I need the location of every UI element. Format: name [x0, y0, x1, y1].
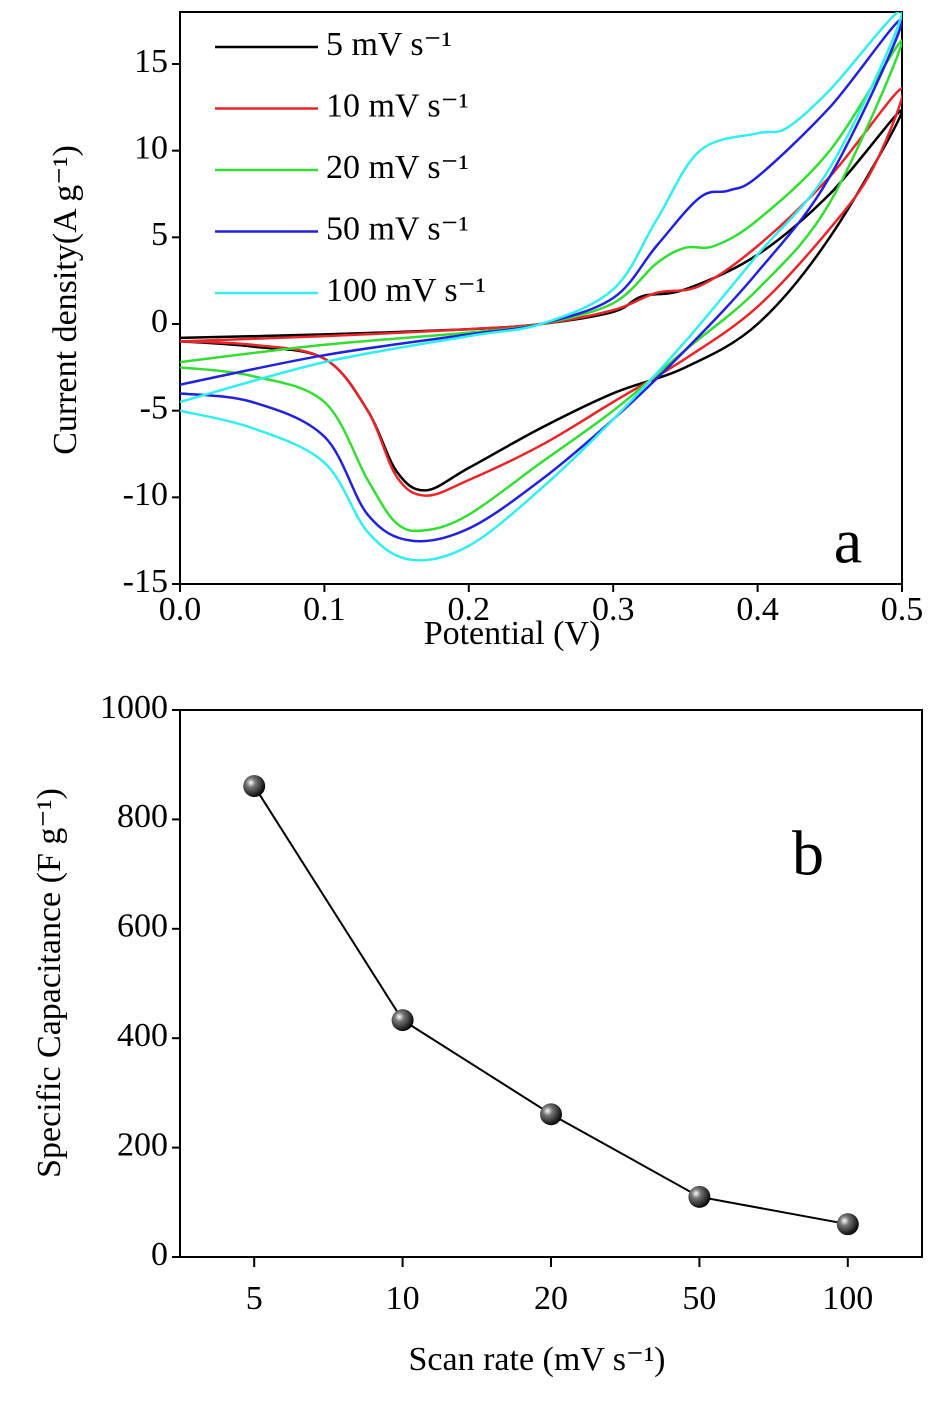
legend-label: 100 mV s⁻¹	[326, 272, 486, 309]
data-point	[688, 1185, 711, 1208]
plot-frame	[179, 11, 903, 585]
y-tick-label: 10	[134, 129, 168, 166]
data-point	[836, 1213, 859, 1236]
x-axis-label: Potential (V)	[424, 615, 601, 652]
legend-label: 5 mV s⁻¹	[326, 26, 452, 63]
y-tick-label: 0	[151, 1236, 168, 1273]
y-tick-label: 800	[117, 798, 168, 835]
x-tick-label: 50	[682, 1280, 716, 1317]
x-tick-label: 20	[534, 1280, 568, 1317]
x-tick-label: 0.3	[592, 591, 635, 628]
data-point	[243, 775, 266, 798]
legend-label: 10 mV s⁻¹	[326, 87, 469, 124]
y-tick-label: -10	[123, 476, 168, 513]
x-tick-label: 0.1	[303, 591, 346, 628]
y-tick-label: 5	[151, 216, 168, 253]
data-point	[391, 1009, 414, 1032]
x-tick-label: 0.4	[736, 591, 779, 628]
y-axis-label: Current density(A g⁻¹)	[47, 145, 84, 455]
x-tick-label: 0.2	[448, 591, 491, 628]
y-tick-label: -5	[140, 389, 168, 426]
plot-frame	[179, 709, 923, 1258]
x-tick-label: 0.0	[159, 591, 202, 628]
x-tick-label: 100	[822, 1280, 873, 1317]
y-tick-label: 15	[134, 43, 168, 80]
legend-label: 20 mV s⁻¹	[326, 149, 469, 186]
y-axis-label: Specific Capacitance (F g⁻¹)	[31, 788, 68, 1178]
x-tick-label: 5	[246, 1280, 263, 1317]
legend-label: 50 mV s⁻¹	[326, 210, 469, 247]
panel-label: b	[792, 818, 824, 889]
y-tick-label: 0	[151, 303, 168, 340]
series-line	[180, 12, 902, 562]
y-tick-label: -15	[123, 563, 168, 600]
series-line	[180, 109, 902, 492]
y-tick-label: 400	[117, 1017, 168, 1054]
panel-label: a	[834, 506, 862, 577]
y-tick-label: 600	[117, 908, 168, 945]
y-tick-label: 200	[117, 1126, 168, 1163]
x-axis-label: Scan rate (mV s⁻¹)	[409, 1341, 666, 1378]
y-tick-label: 1000	[100, 689, 168, 726]
x-tick-label: 0.5	[881, 591, 924, 628]
series-line	[253, 785, 848, 1226]
x-tick-label: 10	[386, 1280, 420, 1317]
data-point	[540, 1103, 562, 1126]
